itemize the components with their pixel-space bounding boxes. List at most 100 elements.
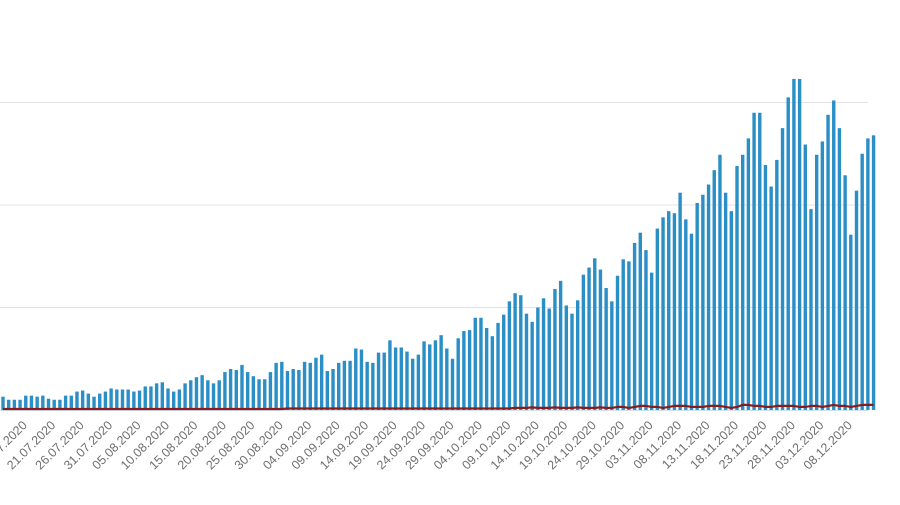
bar bbox=[775, 159, 779, 410]
bar bbox=[291, 369, 295, 410]
bar bbox=[797, 78, 802, 411]
bar bbox=[649, 272, 654, 410]
bar bbox=[302, 361, 307, 410]
bar bbox=[149, 386, 153, 410]
bar bbox=[718, 154, 722, 410]
bar bbox=[837, 128, 842, 410]
bar bbox=[524, 313, 529, 410]
bar bbox=[109, 388, 113, 410]
bar bbox=[103, 391, 108, 410]
gridlines bbox=[0, 102, 868, 411]
bar bbox=[160, 382, 165, 410]
bar bbox=[399, 347, 403, 410]
bar-series bbox=[1, 78, 876, 411]
bar bbox=[689, 233, 694, 410]
bar bbox=[388, 340, 392, 410]
bar bbox=[228, 369, 233, 410]
bar bbox=[741, 154, 745, 410]
bar bbox=[29, 395, 34, 410]
bar bbox=[120, 389, 125, 410]
bar bbox=[450, 358, 455, 410]
bar bbox=[638, 232, 642, 410]
bar bbox=[672, 213, 677, 410]
bar bbox=[729, 211, 734, 410]
bar bbox=[854, 190, 859, 410]
bar bbox=[223, 372, 227, 410]
bar bbox=[558, 280, 563, 410]
bar bbox=[763, 165, 768, 410]
bar bbox=[86, 393, 91, 410]
line-series bbox=[3, 403, 874, 411]
bar bbox=[80, 390, 85, 410]
bar bbox=[69, 395, 73, 410]
bar bbox=[536, 307, 540, 410]
bar bbox=[314, 357, 318, 410]
bar bbox=[575, 300, 580, 410]
bar bbox=[234, 370, 238, 410]
bar bbox=[63, 395, 68, 410]
bar bbox=[342, 360, 347, 410]
bar bbox=[456, 338, 460, 410]
bar bbox=[752, 112, 756, 410]
bar bbox=[490, 336, 495, 410]
bar bbox=[484, 328, 489, 410]
bar bbox=[814, 154, 819, 410]
bar bbox=[132, 391, 136, 410]
bar bbox=[18, 399, 22, 410]
bar bbox=[564, 305, 569, 410]
bar bbox=[541, 298, 546, 410]
bar bbox=[245, 372, 250, 410]
x-axis-tick-labels: 16.07.202021.07.202026.07.202031.07.2020… bbox=[0, 418, 855, 472]
bar bbox=[331, 369, 335, 410]
bar bbox=[809, 209, 813, 410]
bar bbox=[75, 391, 79, 410]
bar bbox=[200, 375, 204, 410]
bar bbox=[405, 351, 409, 410]
bar bbox=[735, 166, 739, 410]
bar bbox=[723, 192, 728, 410]
bar bbox=[712, 170, 716, 410]
bar bbox=[519, 295, 523, 410]
bar bbox=[92, 396, 96, 410]
bar bbox=[154, 383, 159, 410]
bar bbox=[371, 362, 375, 410]
bar bbox=[866, 138, 870, 410]
bar bbox=[644, 250, 648, 410]
bar bbox=[285, 371, 290, 410]
bar bbox=[598, 269, 603, 410]
bar bbox=[12, 399, 17, 410]
bar bbox=[337, 362, 341, 410]
bar bbox=[871, 135, 876, 411]
bar bbox=[354, 348, 358, 410]
bar bbox=[268, 372, 273, 410]
bar bbox=[758, 112, 762, 410]
bar bbox=[365, 361, 369, 410]
bar bbox=[604, 288, 608, 410]
bar bbox=[194, 377, 199, 410]
bar bbox=[621, 259, 625, 410]
bar bbox=[274, 362, 278, 410]
bar bbox=[52, 399, 56, 410]
bar bbox=[820, 141, 825, 410]
bar bbox=[473, 317, 477, 410]
bar bbox=[610, 301, 614, 410]
bar bbox=[502, 314, 506, 410]
bar bbox=[376, 352, 381, 410]
bar bbox=[513, 293, 517, 410]
bar bbox=[206, 380, 210, 410]
bar bbox=[319, 354, 324, 410]
bar bbox=[661, 217, 665, 410]
bar bbox=[428, 344, 432, 410]
bar bbox=[439, 335, 443, 410]
bar bbox=[422, 341, 426, 410]
bar bbox=[843, 175, 847, 410]
bar bbox=[467, 330, 472, 410]
bar bbox=[678, 192, 682, 410]
bar bbox=[706, 184, 711, 410]
bar bbox=[382, 352, 386, 410]
bar bbox=[143, 386, 147, 410]
bar bbox=[786, 97, 790, 410]
bar bbox=[615, 275, 620, 410]
bar bbox=[183, 383, 187, 410]
bar bbox=[46, 398, 51, 410]
